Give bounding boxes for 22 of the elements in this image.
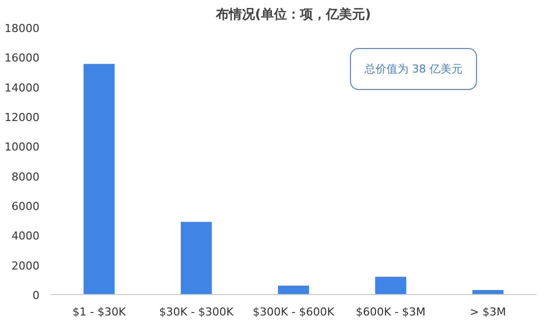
- x-tick-label: $30K - $300K: [159, 306, 234, 318]
- y-tick-label: 4000: [12, 230, 40, 243]
- y-tick-label: 0: [32, 289, 40, 302]
- bar: [278, 286, 310, 294]
- x-tick-label: > $3M: [470, 306, 506, 318]
- y-tick-label: 14000: [4, 81, 40, 94]
- y-tick-label: 12000: [4, 111, 40, 124]
- y-tick-label: 16000: [4, 52, 40, 65]
- x-tick-label: $300K - $600K: [252, 306, 335, 318]
- bar: [84, 64, 115, 294]
- y-tick-label: 8000: [12, 170, 40, 184]
- y-tick-label: 2000: [12, 259, 40, 272]
- bar: [375, 276, 406, 294]
- chart-title: 布情况(单位：项，亿美元): [215, 6, 371, 22]
- x-tick-label: $1 - $30K: [72, 306, 126, 318]
- x-tick-label: $600K - $3M: [356, 306, 426, 318]
- y-tick-label: 18000: [4, 22, 40, 35]
- y-tick-label: 6000: [12, 200, 40, 213]
- bar: [180, 222, 212, 294]
- bar: [472, 290, 504, 294]
- y-tick-label: 10000: [4, 140, 40, 154]
- annotation: 总价值为 38 亿美元: [364, 62, 462, 76]
